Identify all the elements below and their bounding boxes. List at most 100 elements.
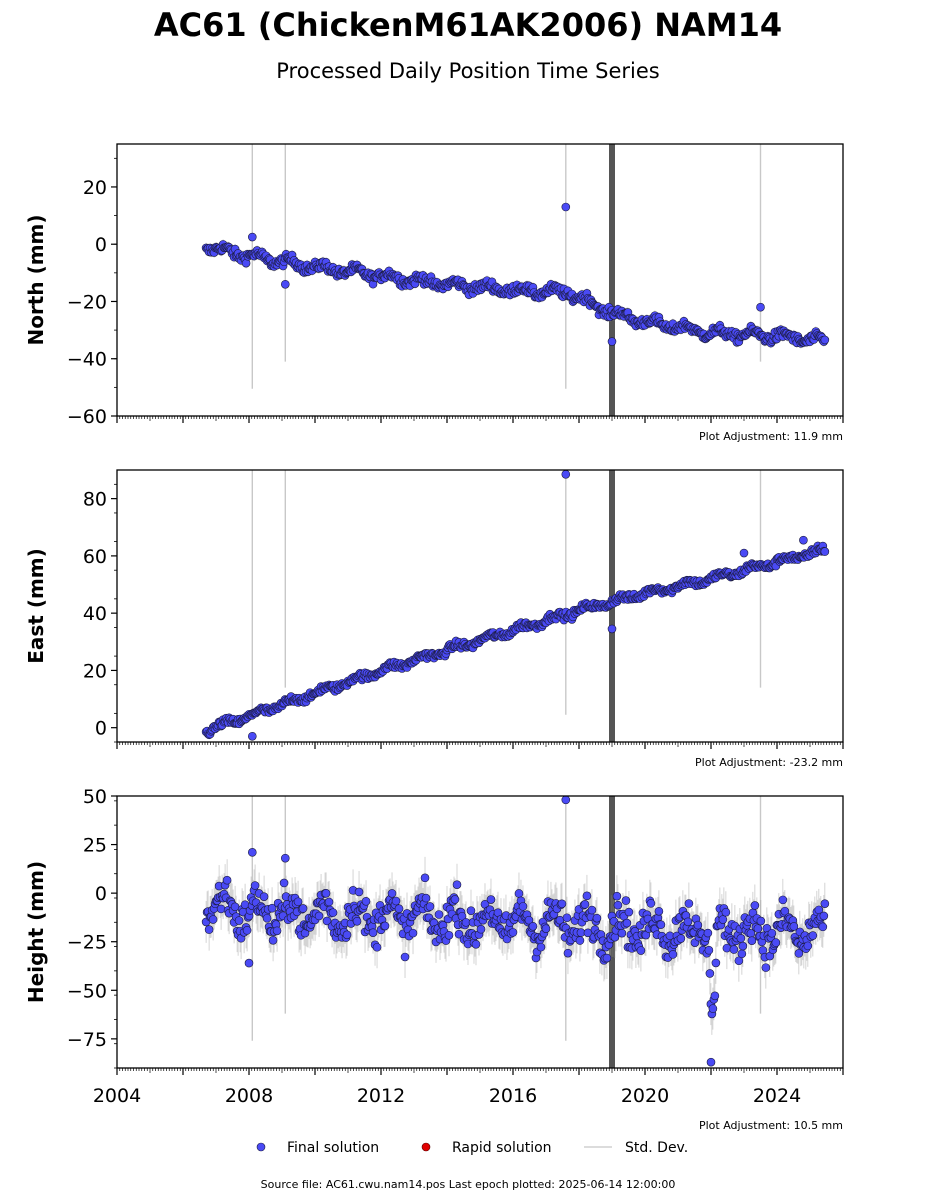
data-point xyxy=(771,938,781,947)
source-note: Source file: AC61.cwu.nam14.pos Last epo… xyxy=(261,1178,676,1191)
data-point xyxy=(747,936,757,945)
data-point-outlier xyxy=(248,731,257,741)
data-point xyxy=(471,940,481,949)
x-tick-label: 2020 xyxy=(621,1085,669,1107)
data-point xyxy=(394,904,404,914)
data-point xyxy=(582,891,592,901)
y-axis-label: North (mm) xyxy=(24,214,48,345)
data-point xyxy=(267,903,277,913)
data-point xyxy=(818,922,828,932)
legend-item-rapid: Rapid solution xyxy=(421,1140,552,1156)
data-point xyxy=(444,930,454,940)
data-point xyxy=(391,896,401,906)
data-point xyxy=(242,926,252,935)
chart-title: AC61 (ChickenM61AK2006) NAM14 xyxy=(154,6,782,44)
data-point xyxy=(314,911,324,921)
data-point-outlier xyxy=(756,302,765,312)
x-tick-label: 2024 xyxy=(753,1085,801,1107)
data-point xyxy=(621,896,631,905)
data-point xyxy=(705,969,715,978)
data-point xyxy=(262,913,272,923)
data-point xyxy=(354,887,364,897)
data-point xyxy=(711,958,721,968)
data-point xyxy=(352,916,362,926)
data-point xyxy=(704,945,714,955)
y-tick-label: 0 xyxy=(95,883,107,905)
data-point xyxy=(819,911,829,921)
legend-item-final: Final solution xyxy=(256,1140,379,1156)
data-point xyxy=(684,899,694,908)
y-axis-label: Height (mm) xyxy=(24,861,48,1003)
data-point xyxy=(387,889,397,898)
data-point xyxy=(272,926,282,936)
data-point xyxy=(820,899,830,908)
legend-item-stddev: Std. Dev. xyxy=(584,1140,688,1156)
data-point xyxy=(508,928,518,937)
data-point xyxy=(750,901,760,910)
x-tick-label: 2004 xyxy=(93,1085,141,1107)
data-point xyxy=(820,547,830,556)
data-point xyxy=(708,1004,718,1013)
data-point xyxy=(450,895,460,904)
panels-group: −60 −40 −20 0 20 North (mm) Plot Adjustment: 1… xyxy=(24,143,844,1132)
data-point-outlier xyxy=(799,535,808,545)
data-point xyxy=(562,913,572,923)
y-tick-label: 50 xyxy=(83,786,107,808)
data-point xyxy=(703,928,713,938)
plot-adjustment-label: Plot Adjustment: -23.2 mm xyxy=(695,756,843,769)
x-tick-label: 2016 xyxy=(489,1085,537,1107)
data-point xyxy=(466,906,476,915)
y-tick-label: −50 xyxy=(67,980,107,1002)
data-point-outlier xyxy=(244,958,254,968)
data-point xyxy=(293,897,303,907)
data-point xyxy=(587,905,597,915)
panel-data xyxy=(201,796,830,1068)
y-tick-label: −20 xyxy=(67,291,107,313)
data-point-outlier xyxy=(280,279,290,289)
data-point xyxy=(259,892,269,901)
data-point xyxy=(342,930,352,940)
data-point xyxy=(710,991,720,1001)
data-point xyxy=(400,952,410,962)
y-tick-label: 25 xyxy=(83,835,107,857)
data-point xyxy=(361,896,371,906)
data-point xyxy=(789,922,799,931)
legend-rapid-label: Rapid solution xyxy=(452,1140,552,1156)
data-point xyxy=(820,335,830,345)
chart-subtitle: Processed Daily Position Time Series xyxy=(276,59,660,83)
data-point xyxy=(722,943,732,953)
data-point xyxy=(721,907,731,917)
y-tick-label: 0 xyxy=(95,718,107,740)
plot-frame xyxy=(116,469,844,743)
panel-3: −75 −50 −25 0 25 50 2004 2008 2012 2016 2020 2024 He… xyxy=(24,786,844,1132)
y-tick-label: 40 xyxy=(83,603,107,625)
data-point-outlier xyxy=(561,470,571,479)
legend-rapid-marker xyxy=(421,1142,431,1152)
data-point xyxy=(557,899,567,909)
data-point xyxy=(613,900,623,910)
data-point xyxy=(583,928,593,938)
data-point xyxy=(324,897,334,907)
legend-final-marker xyxy=(256,1142,266,1152)
plot-adjustment-label: Plot Adjustment: 11.9 mm xyxy=(699,430,843,443)
panel-data xyxy=(201,470,830,742)
panel-1: −60 −40 −20 0 20 North (mm) Plot Adjustment: 1… xyxy=(24,143,844,443)
data-point xyxy=(368,928,378,937)
x-tick-label: 2008 xyxy=(225,1085,273,1107)
data-point xyxy=(208,915,218,924)
data-point xyxy=(420,873,430,883)
y-tick-label: 20 xyxy=(83,660,107,682)
y-tick-label: −60 xyxy=(67,406,107,428)
legend-stddev-label: Std. Dev. xyxy=(625,1140,688,1156)
data-point xyxy=(216,904,226,914)
data-point xyxy=(421,893,431,903)
y-tick-label: −75 xyxy=(67,1029,107,1051)
data-point xyxy=(612,891,622,901)
data-point xyxy=(767,928,777,938)
data-point xyxy=(761,963,771,972)
data-point xyxy=(622,918,632,928)
data-point xyxy=(624,907,634,917)
data-point xyxy=(514,889,524,898)
y-tick-label: 60 xyxy=(83,546,107,568)
